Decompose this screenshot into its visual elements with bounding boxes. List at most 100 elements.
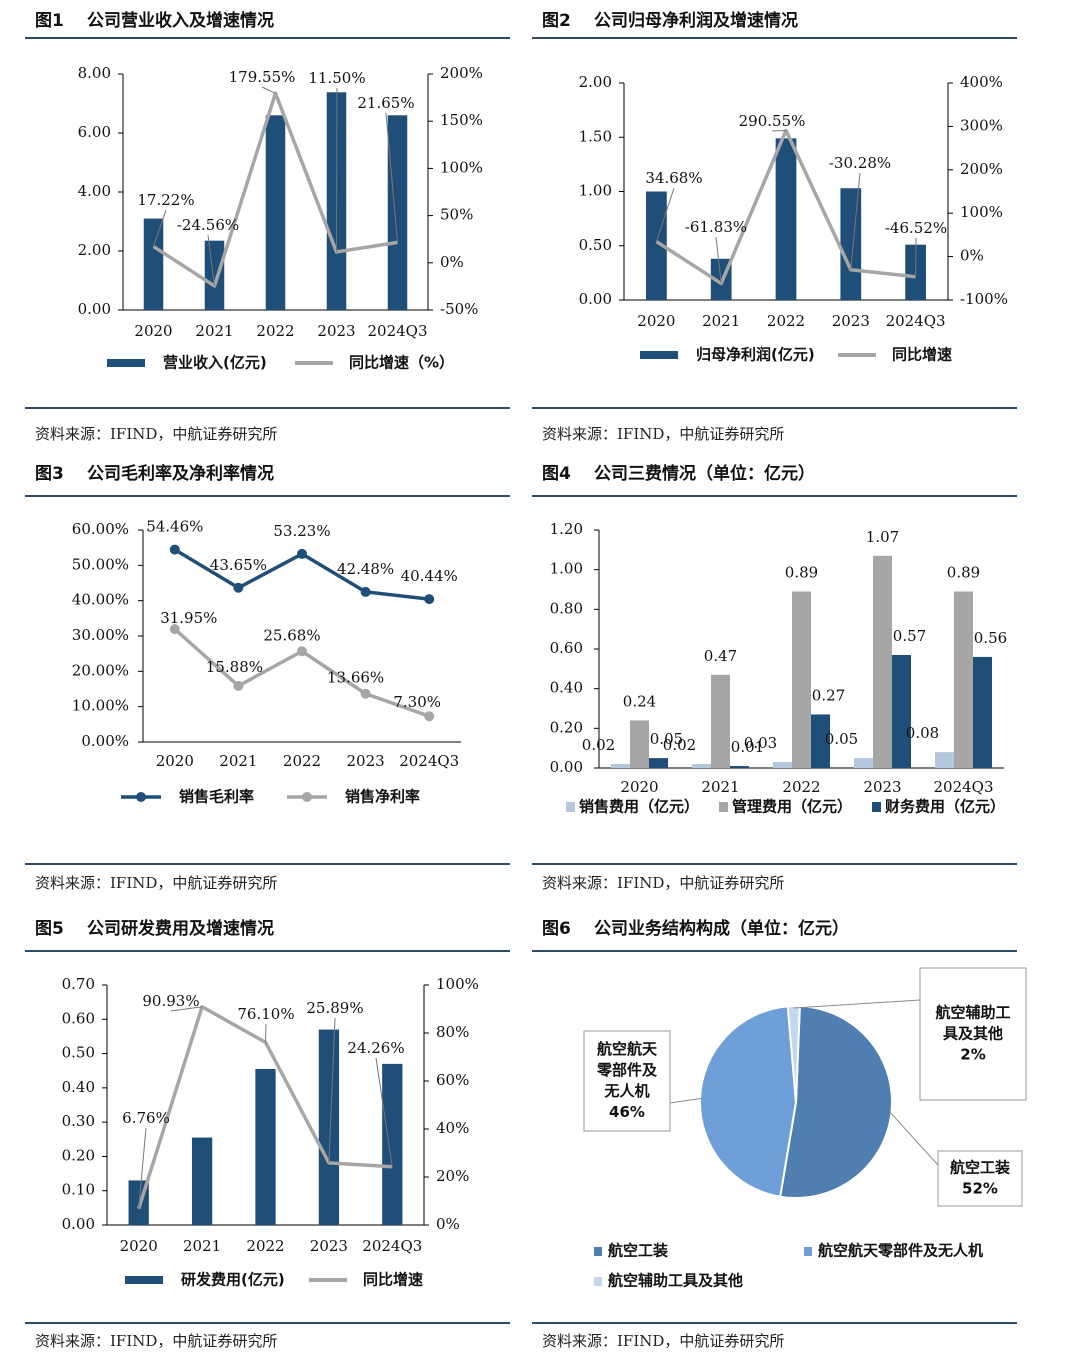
data-label: 0.27 bbox=[812, 686, 845, 704]
label-leader bbox=[715, 236, 722, 284]
data-label: 0.24 bbox=[623, 692, 656, 710]
callout-label: 52% bbox=[962, 1180, 998, 1198]
panel-title: 图6 公司业务结构构成（单位：亿元） bbox=[542, 914, 849, 939]
y2-tick-label: 200% bbox=[960, 160, 1003, 178]
y-tick-label: 0.20 bbox=[62, 1146, 95, 1164]
data-point bbox=[233, 582, 244, 593]
source-rule bbox=[25, 1322, 510, 1324]
legend-label: 销售毛利率 bbox=[179, 788, 254, 806]
figure-title: 公司毛利率及净利率情况 bbox=[87, 464, 274, 484]
data-point bbox=[169, 624, 180, 635]
revenue-chart: 0.00 2.00 4.00 6.00 8.00 -50% 0% 50% 100% 150% 200… bbox=[78, 64, 483, 372]
y-tick-label: 0.00 bbox=[62, 1215, 95, 1233]
title-rule bbox=[25, 950, 510, 952]
y-tick-label: 0.50 bbox=[579, 236, 612, 254]
label-leader bbox=[207, 234, 215, 287]
source-note: 资料来源：IFIND，中航证券研究所 bbox=[542, 425, 785, 443]
y-tick-label: 0.40 bbox=[62, 1078, 95, 1096]
data-label: 24.26% bbox=[347, 1039, 404, 1057]
figure-title: 公司研发费用及增速情况 bbox=[87, 919, 274, 939]
x-tick-label: 2024Q3 bbox=[933, 778, 993, 796]
source-note: 资料来源：IFIND，中航证券研究所 bbox=[35, 425, 278, 443]
x-tick-label: 2022 bbox=[767, 312, 805, 330]
bar bbox=[873, 555, 892, 768]
bar bbox=[191, 1137, 213, 1225]
x-tick-label: 2024Q3 bbox=[362, 1237, 422, 1255]
data-label: 90.93% bbox=[142, 992, 199, 1010]
y-tick-label: 8.00 bbox=[78, 64, 111, 82]
callout-leader bbox=[669, 1097, 703, 1104]
net-profit-chart: 0.00 0.50 1.00 1.50 2.00 -100% 0% 100% 200% 300% 4… bbox=[579, 73, 1008, 364]
y-tick-label: 0.40 bbox=[550, 679, 583, 697]
data-label: 25.68% bbox=[263, 626, 320, 644]
y2-tick-label: 0% bbox=[436, 1215, 460, 1233]
callout-label: 航空航天 bbox=[597, 1040, 658, 1058]
data-label: -30.28% bbox=[829, 154, 891, 172]
y-tick-label: 0.00 bbox=[550, 758, 583, 776]
pie-slice bbox=[699, 1005, 798, 1198]
legend-label: 同比增速（%） bbox=[349, 354, 454, 372]
y2-tick-label: 100% bbox=[440, 158, 483, 176]
legend-swatch bbox=[804, 1247, 812, 1256]
legend-swatch bbox=[594, 1277, 602, 1286]
bar bbox=[143, 218, 164, 310]
label-leader bbox=[336, 87, 338, 252]
data-label: 76.10% bbox=[237, 1005, 294, 1023]
legend-label: 营业收入(亿元) bbox=[163, 354, 267, 372]
figure-number: 图4 bbox=[542, 464, 571, 484]
bar bbox=[711, 674, 730, 768]
data-label: 0.47 bbox=[704, 647, 737, 665]
data-point bbox=[360, 688, 371, 699]
y2-tick-label: 300% bbox=[960, 116, 1003, 134]
expenses-chart: 0.00 0.20 0.40 0.60 0.80 1.00 1.20 2020 0.02 0.24… bbox=[550, 520, 1008, 816]
callout-label: 航空辅助工 bbox=[935, 1004, 1010, 1022]
y2-tick-label: -100% bbox=[960, 290, 1008, 308]
data-label: 31.95% bbox=[160, 609, 217, 627]
x-tick-label: 2023 bbox=[832, 312, 870, 330]
x-tick-label: 2020 bbox=[620, 778, 658, 796]
bar bbox=[973, 656, 992, 768]
x-tick-label: 2020 bbox=[637, 312, 675, 330]
label-leader bbox=[265, 1023, 267, 1043]
label-leader bbox=[375, 1057, 393, 1167]
title-rule bbox=[532, 950, 1017, 952]
panel-title: 图5 公司研发费用及增速情况 bbox=[35, 914, 274, 939]
data-label: 43.65% bbox=[210, 556, 267, 574]
data-label: 0.02 bbox=[582, 736, 615, 754]
legend-swatch bbox=[107, 359, 145, 367]
callout-label: 具及其他 bbox=[943, 1025, 1003, 1043]
bar bbox=[611, 764, 630, 768]
figure-title: 公司归母净利润及增速情况 bbox=[594, 11, 798, 31]
y2-tick-label: 60% bbox=[436, 1071, 469, 1089]
data-label: 11.50% bbox=[308, 69, 365, 87]
source-note: 资料来源：IFIND，中航证券研究所 bbox=[542, 874, 785, 892]
bar bbox=[773, 762, 792, 768]
y-tick-label: 60.00% bbox=[72, 520, 129, 538]
legend-swatch bbox=[125, 1276, 163, 1284]
label-leader bbox=[328, 1017, 336, 1163]
x-tick-label: 2023 bbox=[310, 1237, 348, 1255]
callout-label: 46% bbox=[609, 1103, 645, 1121]
x-tick-label: 2020 bbox=[120, 1237, 158, 1255]
figure-title: 公司三费情况（单位：亿元） bbox=[594, 464, 815, 484]
x-tick-label: 2024Q3 bbox=[367, 322, 427, 340]
figure-number: 图2 bbox=[542, 11, 571, 31]
bar bbox=[811, 714, 830, 768]
data-label: 54.46% bbox=[146, 518, 203, 536]
data-point bbox=[297, 646, 307, 657]
y-tick-label: 6.00 bbox=[78, 123, 111, 141]
data-label: 0.02 bbox=[663, 736, 696, 754]
y2-tick-label: -50% bbox=[440, 300, 478, 318]
data-label: 0.01 bbox=[731, 738, 764, 756]
y-tick-label: 1.00 bbox=[579, 182, 612, 200]
bar bbox=[692, 764, 711, 768]
data-label: 0.05 bbox=[825, 730, 858, 748]
growth-line bbox=[152, 91, 398, 288]
y-tick-label: 0.50 bbox=[62, 1044, 95, 1062]
data-label: 0.08 bbox=[906, 724, 939, 742]
callout-box bbox=[937, 1150, 1023, 1207]
x-tick-label: 2021 bbox=[195, 322, 233, 340]
y2-tick-label: 150% bbox=[440, 111, 483, 129]
y-tick-label: 10.00% bbox=[72, 697, 129, 715]
